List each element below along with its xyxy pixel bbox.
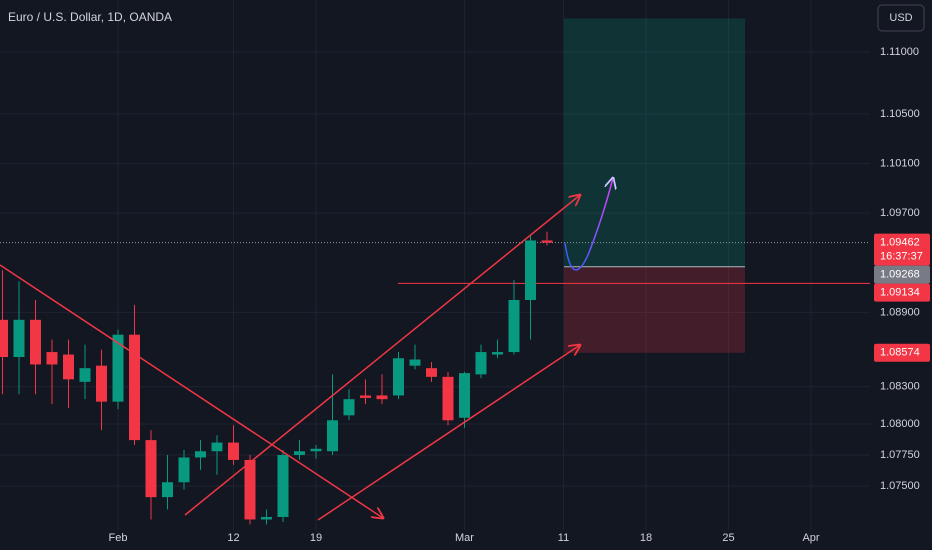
candle-body xyxy=(178,457,190,483)
y-tick-label: 1.07500 xyxy=(880,480,920,492)
candle-body xyxy=(310,448,322,452)
candle-body xyxy=(492,352,503,355)
candle-body xyxy=(195,451,206,458)
currency-label[interactable]: USD xyxy=(889,12,912,24)
candles xyxy=(0,231,553,525)
trend-line xyxy=(317,345,580,521)
x-tick-label: 12 xyxy=(227,532,239,544)
stop-label-bg xyxy=(874,343,930,362)
candle-body xyxy=(426,368,437,377)
y-tick-label: 1.10100 xyxy=(880,157,920,169)
trend-line xyxy=(0,264,383,518)
x-tick-label: 25 xyxy=(722,532,734,544)
candle-body xyxy=(129,334,140,441)
candle-body xyxy=(475,352,487,375)
last-price-label: 1.09462 xyxy=(880,237,920,249)
trend-line xyxy=(184,195,580,516)
candle-body xyxy=(294,451,305,455)
candle-body xyxy=(244,459,256,520)
candle-body xyxy=(211,442,223,452)
candle-body xyxy=(409,359,421,366)
candle-body xyxy=(0,319,8,358)
candle-body xyxy=(327,420,338,452)
entry-label-bg xyxy=(874,265,930,284)
target-zone xyxy=(564,18,745,267)
candle-body xyxy=(145,440,157,498)
candle-body xyxy=(541,240,553,243)
countdown-label: 16:37:37 xyxy=(880,251,923,263)
currency-button[interactable] xyxy=(877,4,925,32)
candle-body xyxy=(112,334,124,402)
x-tick-label: 18 xyxy=(640,532,652,544)
y-tick-label: 1.08000 xyxy=(880,418,920,430)
y-tick-label: 1.11000 xyxy=(880,46,919,58)
stop-label: 1.08574 xyxy=(880,347,920,359)
x-tick-label: 11 xyxy=(558,532,569,544)
x-tick-label: Apr xyxy=(802,532,819,544)
candle-body xyxy=(261,516,272,520)
y-tick-label: 1.07750 xyxy=(880,449,920,461)
entry-label: 1.09268 xyxy=(880,269,920,281)
x-tick-label: 19 xyxy=(310,532,322,544)
price-labels: 1.11000 1.10500 1.10100 1.09700 1.08900 1.083… xyxy=(874,46,930,492)
candle-body xyxy=(508,299,520,353)
candle-body xyxy=(360,395,371,398)
candle-body xyxy=(63,354,74,380)
candle-body xyxy=(376,395,388,400)
candle-body xyxy=(13,319,25,358)
hline-label-bg xyxy=(874,283,930,302)
candle-body xyxy=(46,352,58,365)
candle-body xyxy=(442,376,454,421)
candle-body xyxy=(162,482,173,498)
x-tick-label: Feb xyxy=(109,532,128,544)
symbol-title: Euro / U.S. Dollar, 1D, OANDA xyxy=(8,10,172,24)
candle-body xyxy=(393,358,404,396)
hline-label: 1.09134 xyxy=(880,287,920,299)
candle-body xyxy=(277,454,289,517)
stop-zone xyxy=(564,266,745,353)
x-tick-label: Mar xyxy=(455,532,474,544)
y-tick-label: 1.08900 xyxy=(880,306,920,318)
candle-body xyxy=(343,399,355,416)
candle-body xyxy=(228,442,239,460)
projection-arrow xyxy=(564,178,613,271)
candle-body xyxy=(525,240,536,300)
candle-body xyxy=(79,368,91,382)
candle-body xyxy=(96,365,107,402)
y-tick-label: 1.10500 xyxy=(880,108,920,120)
y-tick-label: 1.09700 xyxy=(880,207,920,219)
position-tool xyxy=(0,18,870,353)
candle-body xyxy=(459,373,470,418)
drawings xyxy=(0,178,613,521)
y-tick-label: 1.08300 xyxy=(880,381,920,393)
candle-body xyxy=(30,319,41,365)
last-price-bg xyxy=(874,233,930,266)
